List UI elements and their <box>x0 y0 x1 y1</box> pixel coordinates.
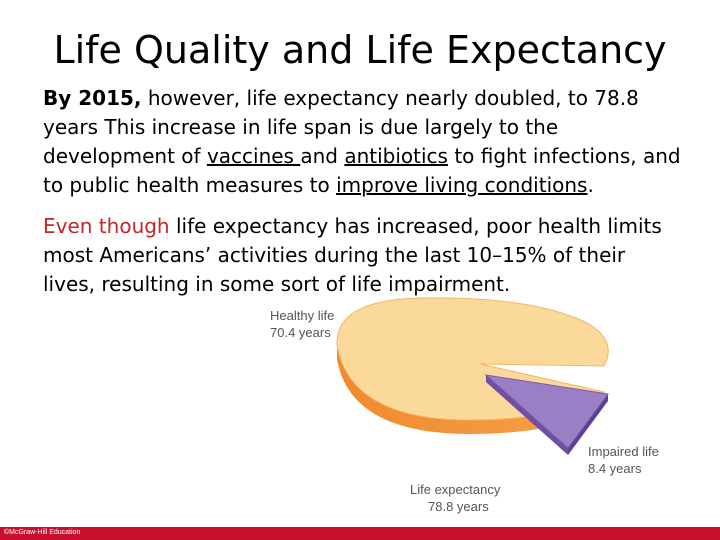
copyright-text: ©McGraw-Hill Education <box>4 529 81 536</box>
footer-bar: ©McGraw-Hill Education <box>0 527 720 540</box>
life-expectancy-label: Life expectancy <box>410 482 501 497</box>
pie-slice-impaired-edge-right <box>568 394 608 455</box>
pie-slice-impaired <box>484 374 609 449</box>
pie-slice-impaired-edge <box>486 375 568 455</box>
paragraph1-antibiotics: antibiotics <box>344 144 448 168</box>
healthy-life-label: Healthy life <box>270 308 334 323</box>
healthy-life-value: 70.4 years <box>270 325 331 340</box>
slide-title: Life Quality and Life Expectancy <box>53 28 667 72</box>
impaired-life-label: Impaired life <box>588 444 659 459</box>
paragraph2-lead: Even though <box>43 214 170 238</box>
paragraph1-text3: to fight infections, and to public healt… <box>43 144 681 197</box>
impaired-life-value: 8.4 years <box>588 461 642 476</box>
paragraph1-vaccines: vaccines <box>206 144 301 168</box>
paragraph1-lead: By 2015, <box>43 86 142 110</box>
paragraph1-living-conditions: improve living conditions <box>336 173 588 197</box>
paragraph1-text1: however, life expectancy nearly doubled,… <box>43 86 639 168</box>
paragraph1-text2: and <box>300 144 345 168</box>
paragraph2-text: life expectancy has increased, poor heal… <box>43 214 662 296</box>
paragraph1-text4: . <box>587 173 594 197</box>
paragraph-impairment: Even though life expectancy has increase… <box>43 212 683 299</box>
life-expectancy-value: 78.8 years <box>428 499 489 514</box>
paragraph-life-expectancy: By 2015, however, life expectancy nearly… <box>43 84 683 200</box>
